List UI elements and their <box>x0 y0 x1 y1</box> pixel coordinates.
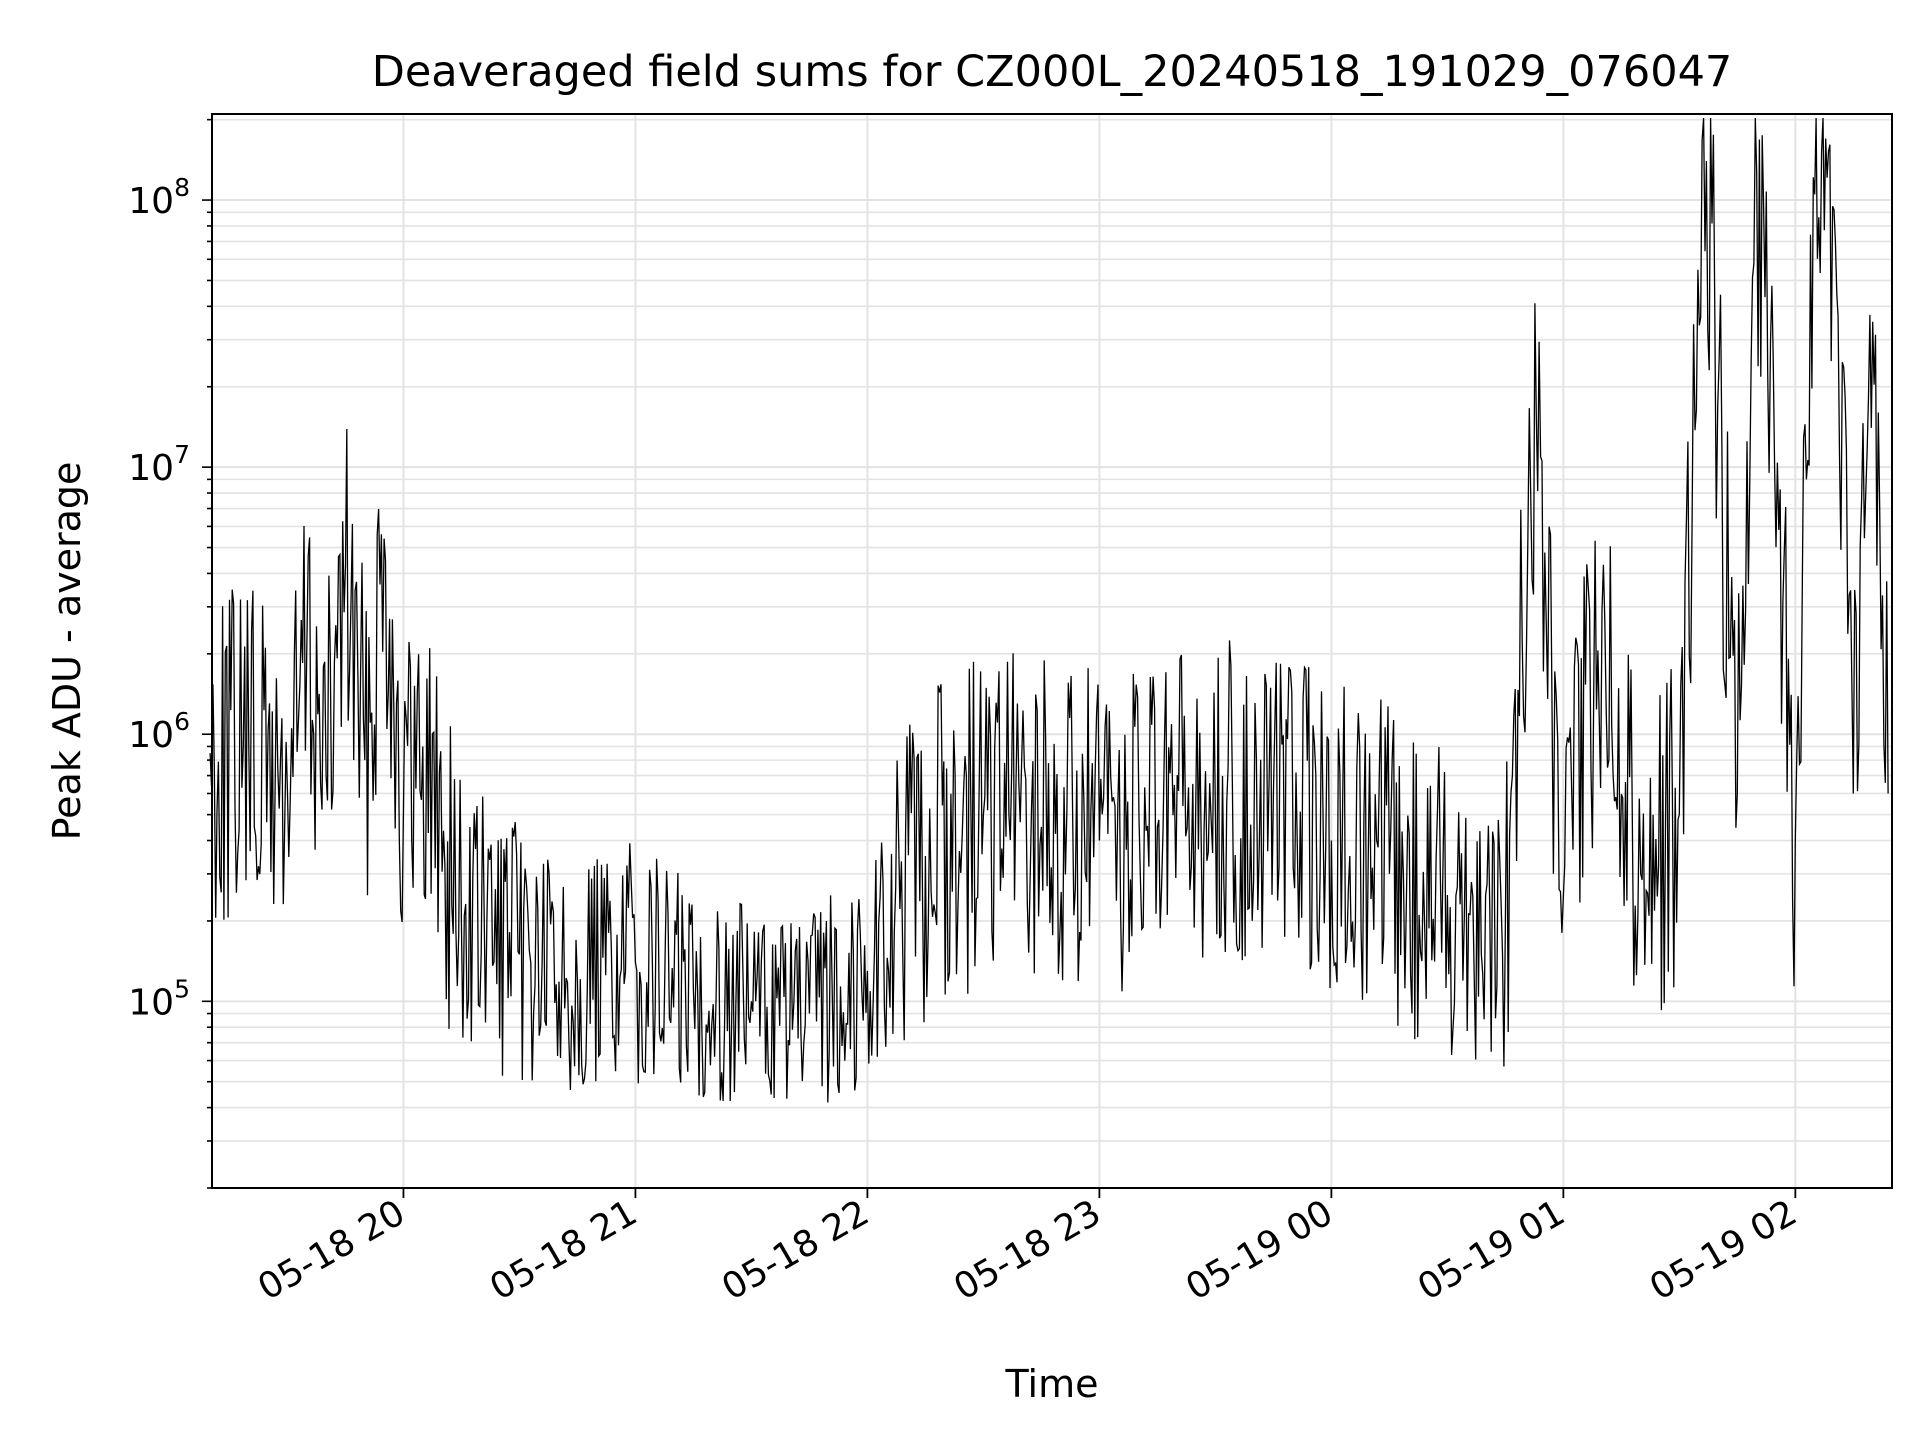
series-line <box>209 117 1889 1103</box>
y-tick-label: 105 <box>128 974 190 1023</box>
plot-frame <box>211 113 1893 1189</box>
chart-title: Deaveraged field sums for CZ000L_2024051… <box>372 47 1733 97</box>
y-tick-label: 108 <box>128 173 190 222</box>
y-tick-label: 106 <box>128 707 190 756</box>
x-axis-label: Time <box>1005 1362 1099 1406</box>
y-tick-label: 107 <box>128 440 190 489</box>
y-axis-label: Peak ADU - average <box>45 462 89 841</box>
